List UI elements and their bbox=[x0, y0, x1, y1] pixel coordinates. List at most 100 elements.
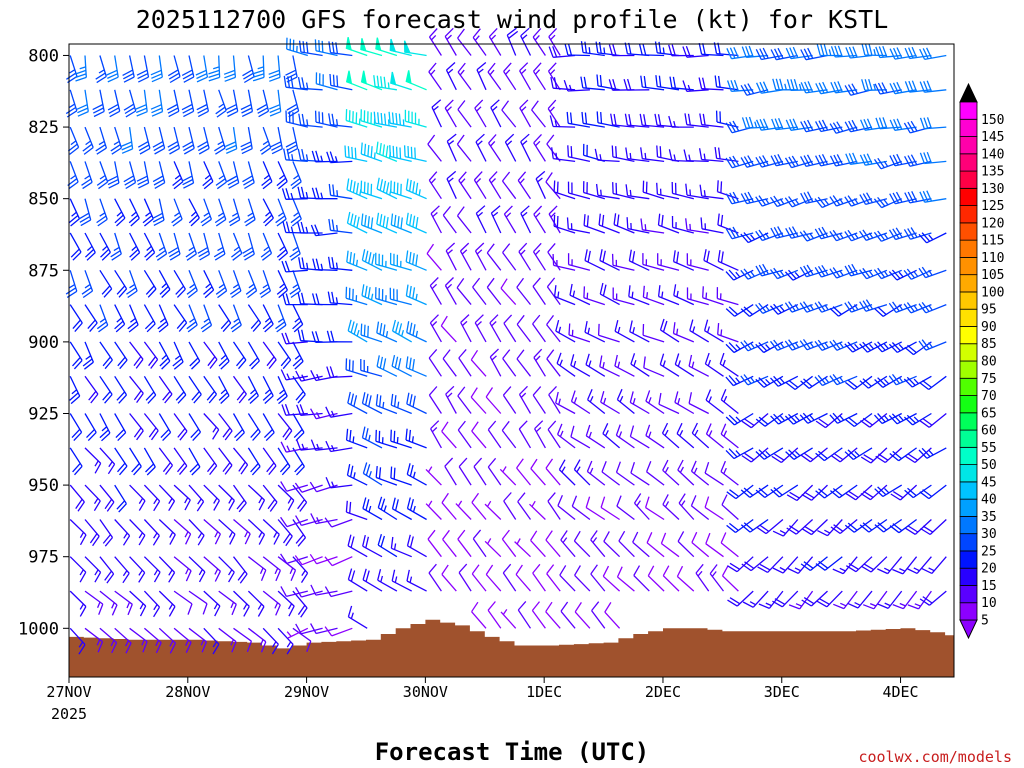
barb-full-feather bbox=[457, 386, 466, 397]
barb-shaft bbox=[442, 214, 457, 234]
barb-full-feather bbox=[355, 182, 359, 195]
barb-shaft bbox=[455, 503, 472, 520]
barb-full-feather bbox=[733, 46, 739, 58]
wind-barb bbox=[152, 161, 166, 189]
barb-full-feather bbox=[409, 214, 413, 226]
wind-barb bbox=[280, 369, 308, 381]
barb-full-feather bbox=[740, 489, 751, 498]
wind-barb bbox=[662, 459, 680, 486]
barb-full-feather bbox=[608, 79, 614, 91]
barb-full-feather bbox=[851, 263, 859, 275]
wind-barb bbox=[919, 375, 947, 391]
barb-shaft bbox=[99, 198, 108, 220]
barb-full-feather bbox=[639, 113, 643, 126]
barb-full-feather bbox=[262, 392, 273, 401]
barb-full-feather bbox=[645, 424, 651, 436]
barb-shaft bbox=[360, 334, 383, 343]
barb-shaft bbox=[473, 179, 487, 200]
barb-shaft bbox=[188, 341, 201, 362]
wind-barb bbox=[875, 447, 903, 464]
barb-full-feather bbox=[532, 314, 541, 325]
barb-full-feather bbox=[645, 460, 652, 473]
wind-barb bbox=[347, 391, 368, 415]
barb-shaft bbox=[143, 413, 159, 432]
barb-full-feather bbox=[370, 146, 373, 158]
wind-barb bbox=[114, 304, 126, 333]
wind-barb bbox=[633, 565, 650, 592]
barb-full-feather bbox=[704, 462, 710, 474]
wind-barb bbox=[377, 569, 398, 592]
barb-shaft bbox=[925, 303, 947, 314]
wind-barb bbox=[815, 154, 843, 167]
wind-barb bbox=[114, 269, 128, 298]
wind-barb bbox=[516, 314, 532, 343]
barb-shaft bbox=[390, 440, 412, 449]
barb-half-feather bbox=[294, 354, 301, 360]
barb-full-feather bbox=[799, 231, 808, 242]
barb-full-feather bbox=[326, 330, 331, 342]
barb-full-feather bbox=[646, 532, 653, 544]
barb-half-feather bbox=[139, 603, 144, 610]
barb-full-feather bbox=[725, 343, 735, 353]
wind-barb bbox=[326, 330, 353, 343]
barb-shaft bbox=[391, 404, 412, 415]
barb-full-feather bbox=[658, 75, 662, 88]
barb-full-feather bbox=[185, 570, 192, 582]
barb-half-feather bbox=[305, 154, 309, 161]
barb-shaft bbox=[546, 573, 561, 592]
barb-half-feather bbox=[928, 304, 933, 311]
barb-half-feather bbox=[111, 602, 115, 609]
barb-half-feather bbox=[218, 283, 225, 289]
barb-shaft bbox=[517, 180, 532, 200]
barb-shaft bbox=[360, 369, 383, 377]
barb-full-feather bbox=[630, 461, 636, 474]
barb-full-feather bbox=[88, 390, 97, 401]
barb-shaft bbox=[458, 572, 472, 592]
colorbar-swatch bbox=[959, 395, 978, 414]
wind-barb bbox=[500, 609, 517, 629]
wind-barb bbox=[456, 206, 472, 234]
barb-full-feather bbox=[583, 214, 586, 226]
barb-full-feather bbox=[640, 75, 643, 88]
barb-full-feather bbox=[264, 217, 274, 227]
barb-half-feather bbox=[779, 342, 785, 348]
wind-barb bbox=[547, 99, 561, 128]
barb-full-feather bbox=[282, 221, 287, 233]
barb-full-feather bbox=[86, 252, 96, 261]
barb-full-feather bbox=[532, 563, 541, 574]
barb-full-feather bbox=[282, 533, 291, 544]
barb-shaft bbox=[232, 413, 245, 433]
barb-full-feather bbox=[888, 229, 897, 240]
barb-shaft bbox=[361, 224, 383, 234]
barb-full-feather bbox=[772, 567, 784, 574]
wind-barb bbox=[672, 250, 695, 271]
wind-barb bbox=[784, 269, 813, 281]
barb-shaft bbox=[658, 295, 680, 306]
barb-shaft bbox=[429, 322, 442, 343]
barb-shaft bbox=[691, 542, 710, 558]
barb-shaft bbox=[69, 161, 79, 183]
barb-shaft bbox=[587, 399, 606, 415]
barb-full-feather bbox=[862, 193, 870, 204]
barb-full-feather bbox=[111, 642, 118, 654]
barb-full-feather bbox=[118, 288, 128, 298]
wind-barb bbox=[114, 341, 128, 370]
barb-half-feather bbox=[431, 321, 438, 327]
barb-half-feather bbox=[677, 398, 681, 405]
barb-half-feather bbox=[673, 154, 677, 161]
wind-barb bbox=[785, 375, 813, 391]
barb-shaft bbox=[884, 447, 903, 463]
barb-full-feather bbox=[862, 522, 873, 531]
wind-barb bbox=[129, 519, 146, 546]
barb-shaft bbox=[582, 87, 605, 91]
wind-barb bbox=[345, 70, 368, 91]
barb-shaft bbox=[445, 69, 457, 91]
barb-full-feather bbox=[845, 565, 857, 573]
wind-barb bbox=[99, 484, 115, 512]
wind-barb bbox=[615, 461, 635, 486]
barb-shaft bbox=[791, 341, 813, 351]
barb-shaft bbox=[128, 161, 137, 183]
barb-full-feather bbox=[704, 352, 710, 365]
barb-shaft bbox=[315, 590, 338, 596]
colorbar-swatch bbox=[959, 377, 978, 396]
